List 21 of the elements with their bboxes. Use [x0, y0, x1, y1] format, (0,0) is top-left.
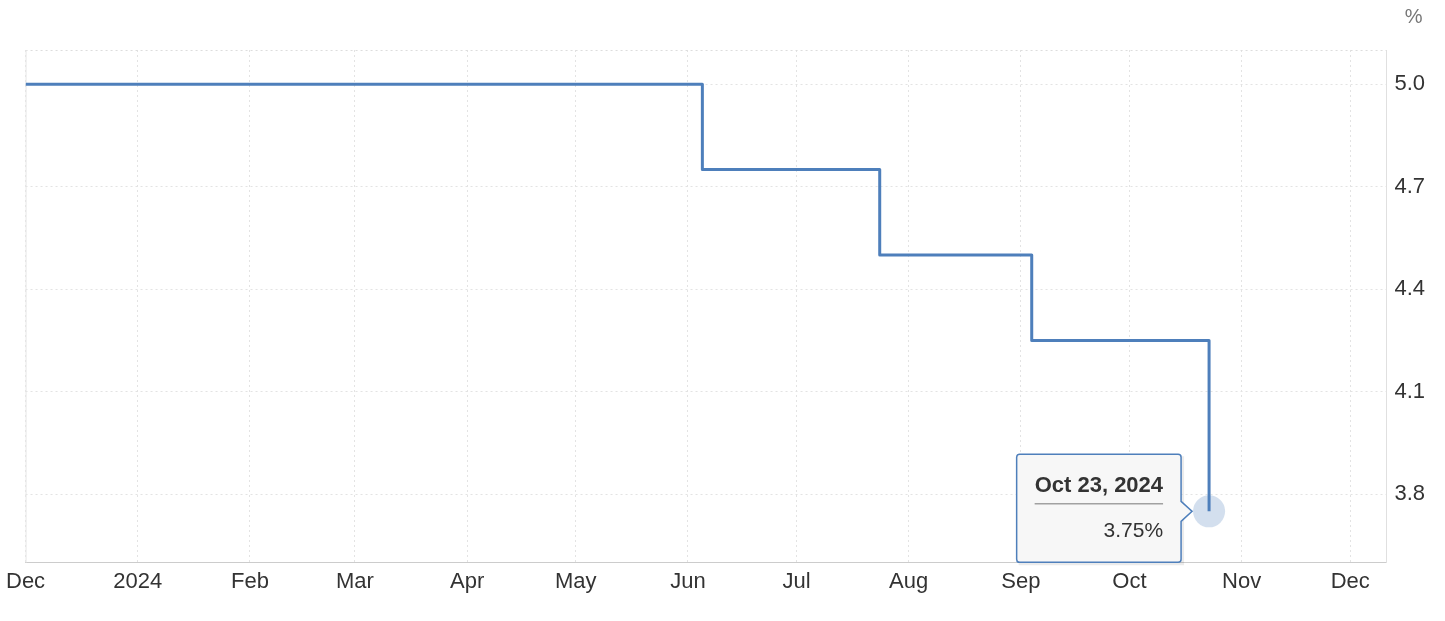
x-tick-label: Sep: [1001, 567, 1041, 593]
y-tick-label: 4.7: [1394, 172, 1426, 198]
x-tick-label: Jul: [782, 567, 811, 593]
annotation: 3.75%: [1103, 518, 1164, 542]
y-tick-label: 5.0: [1394, 70, 1426, 96]
x-tick-label: May: [554, 567, 597, 593]
x-tick-label: Dec: [6, 567, 46, 593]
y-tick-label: 4.4: [1394, 275, 1426, 301]
x-tick-label: Mar: [335, 567, 374, 593]
x-tick-label: Apr: [449, 567, 485, 593]
y-axis-title: %: [1404, 4, 1423, 27]
x-tick-label: Jun: [670, 567, 706, 593]
annotation: Oct 23, 2024: [1034, 472, 1164, 498]
x-tick-label: Nov: [1222, 567, 1262, 593]
y-tick-label: 4.1: [1394, 377, 1426, 403]
x-tick-label: Dec: [1330, 567, 1370, 593]
x-tick-label: Oct: [1112, 567, 1147, 593]
x-tick-label: Aug: [889, 567, 929, 593]
x-tick-label: 2024: [113, 567, 163, 593]
x-tick-label: Feb: [231, 567, 269, 593]
y-tick-label: 3.8: [1394, 480, 1426, 506]
